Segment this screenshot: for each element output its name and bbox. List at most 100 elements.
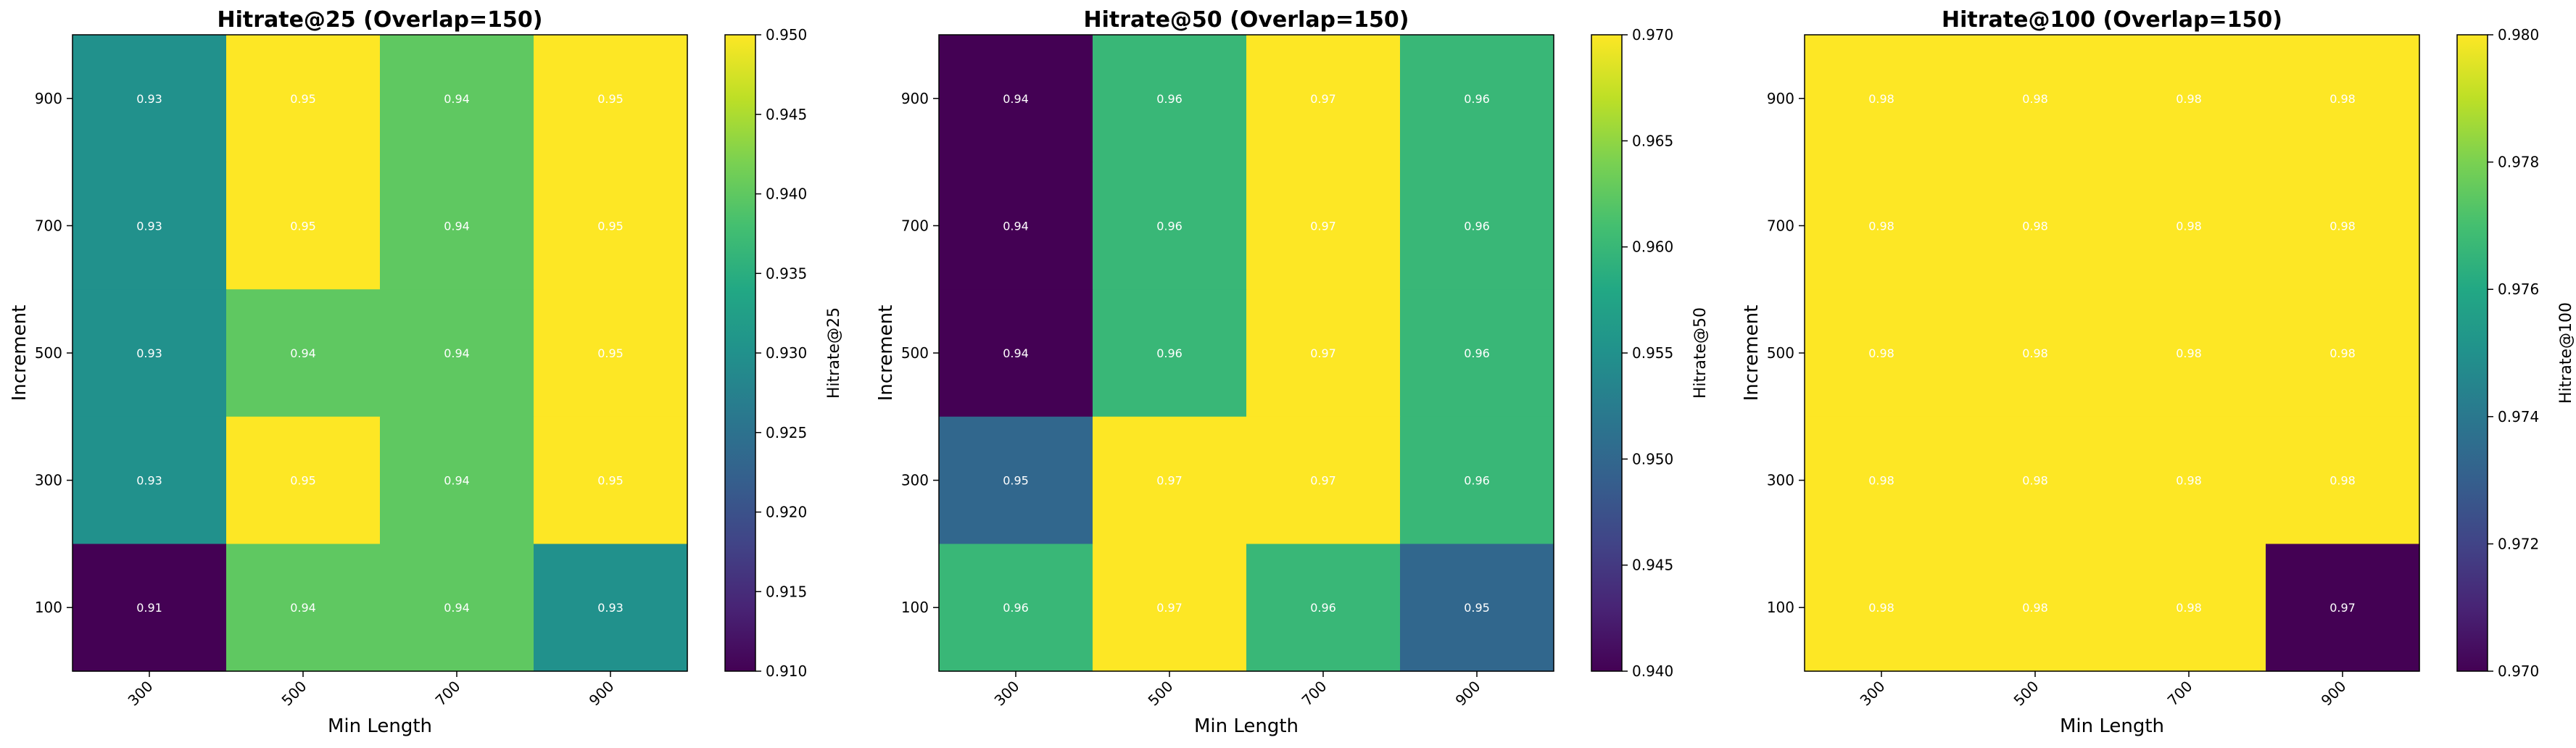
x-tick-label: 900: [586, 678, 618, 710]
cell-value-label: 0.98: [2022, 474, 2048, 488]
heatmap-cell: [2112, 35, 2266, 163]
heatmap-panel-1: Hitrate@25 (Overlap=150) 0.93 0.95 0.94 0.95…: [9, 7, 843, 737]
heatmap-cell: [73, 416, 227, 544]
x-tick-label: 300: [991, 678, 1023, 710]
cell-value-label: 0.98: [1868, 92, 1894, 106]
cell-value-label: 0.96: [1464, 219, 1490, 233]
y-tick-label: 300: [901, 472, 929, 489]
cell-value-label: 0.93: [136, 346, 162, 360]
colorbar-tick-label: 0.950: [766, 26, 807, 43]
colorbar-label: Hitrate@25: [825, 307, 843, 399]
cell-value-label: 0.98: [2022, 346, 2048, 360]
cell-value-label: 0.96: [1464, 346, 1490, 360]
heatmap-cell: [73, 544, 227, 672]
colorbar-tick-label: 0.980: [2498, 26, 2539, 43]
heatmap-panel-2: Hitrate@50 (Overlap=150) 0.94 0.96 0.97 0.96…: [875, 7, 1710, 737]
x-axis-label: Min Length: [2060, 715, 2164, 737]
cell-value-label: 0.94: [1003, 92, 1029, 106]
y-tick-label: 500: [35, 344, 62, 362]
cell-value-label: 0.94: [444, 92, 470, 106]
x-tick-label: 500: [278, 678, 310, 710]
cell-value-label: 0.97: [2329, 601, 2356, 615]
heatmap-cell: [1246, 416, 1401, 544]
x-tick-label: 900: [1452, 678, 1484, 710]
heatmap-cell: [2266, 544, 2420, 672]
cell-value-label: 0.94: [444, 474, 470, 488]
cell-value-label: 0.98: [2176, 601, 2202, 615]
cell-value-label: 0.98: [1868, 219, 1894, 233]
heatmap-cell: [226, 544, 381, 672]
heatmap-cell: [1805, 35, 1959, 163]
chart-title: Hitrate@50 (Overlap=150): [1083, 7, 1409, 33]
chart-title: Hitrate@25 (Overlap=150): [217, 7, 542, 33]
heatmap-cell: [1958, 544, 2113, 672]
cell-value-label: 0.98: [2329, 346, 2356, 360]
cell-value-label: 0.95: [290, 474, 316, 488]
cell-value-label: 0.94: [1003, 346, 1029, 360]
heatmap-cell: [1093, 289, 1247, 417]
colorbar-tick-label: 0.930: [766, 344, 807, 362]
heatmap-cell: [380, 544, 534, 672]
heatmap-cell: [939, 416, 1093, 544]
x-tick-label: 700: [432, 678, 464, 710]
heatmap-cell: [1958, 289, 2113, 417]
heatmap-cell: [2266, 416, 2420, 544]
cell-value-label: 0.94: [290, 601, 316, 615]
x-axis-label: Min Length: [328, 715, 432, 737]
y-tick-label: 100: [901, 599, 929, 616]
y-tick-label: 500: [1767, 344, 1794, 362]
cell-value-label: 0.97: [1310, 346, 1336, 360]
cell-value-label: 0.96: [1464, 92, 1490, 106]
y-tick-label: 100: [35, 599, 62, 616]
heatmap-cell: [380, 162, 534, 290]
colorbar-tick-label: 0.915: [766, 583, 807, 600]
heatmap-cell: [73, 162, 227, 290]
y-tick-label: 900: [901, 90, 929, 107]
y-tick-label: 500: [901, 344, 929, 362]
heatmap-cell: [534, 35, 688, 163]
colorbar-tick-label: 0.960: [1632, 238, 1673, 256]
heatmap-cell: [1246, 289, 1401, 417]
cell-value-label: 0.95: [597, 474, 624, 488]
colorbar: [2456, 34, 2488, 672]
heatmap-panel-3: Hitrate@100 (Overlap=150) 0.98 0.98 0.98 0.9…: [1741, 7, 2575, 737]
heatmap-cell: [226, 162, 381, 290]
colorbar-tick-label: 0.935: [766, 265, 807, 282]
cell-value-label: 0.97: [1156, 601, 1183, 615]
heatmap-cell: [534, 289, 688, 417]
cell-value-label: 0.97: [1310, 92, 1336, 106]
colorbar-tick-label: 0.945: [1632, 557, 1673, 574]
heatmap-cell: [2266, 289, 2420, 417]
x-tick-label: 900: [2318, 678, 2350, 710]
heatmap-cell: [1246, 35, 1401, 163]
cell-value-label: 0.95: [290, 219, 316, 233]
cell-value-label: 0.91: [136, 601, 162, 615]
cell-value-label: 0.93: [136, 474, 162, 488]
heatmap-cell: [2266, 162, 2420, 290]
heatmap-cell: [73, 35, 227, 163]
cell-value-label: 0.95: [1003, 474, 1029, 488]
heatmap-cell: [1805, 416, 1959, 544]
colorbar-label: Hitrate@100: [2557, 302, 2575, 404]
cell-value-label: 0.96: [1156, 92, 1183, 106]
cell-value-label: 0.98: [2022, 219, 2048, 233]
cell-value-label: 0.98: [2329, 219, 2356, 233]
heatmap-cell: [1958, 162, 2113, 290]
heatmap-cell: [1805, 544, 1959, 672]
heatmap-cell: [380, 35, 534, 163]
cell-value-label: 0.98: [1868, 601, 1894, 615]
heatmap-cell: [226, 416, 381, 544]
cell-value-label: 0.94: [444, 346, 470, 360]
cell-value-label: 0.98: [2022, 601, 2048, 615]
heatmap-cell: [2112, 544, 2266, 672]
cell-value-label: 0.94: [444, 601, 470, 615]
y-tick-label: 700: [1767, 217, 1794, 234]
x-tick-label: 300: [1857, 678, 1889, 710]
heatmap-cell: [939, 162, 1093, 290]
heatmap-cell: [73, 289, 227, 417]
heatmap-cell: [1958, 35, 2113, 163]
x-tick-label: 500: [1145, 678, 1177, 710]
heatmap-cell: [534, 416, 688, 544]
heatmap-cell: [380, 289, 534, 417]
